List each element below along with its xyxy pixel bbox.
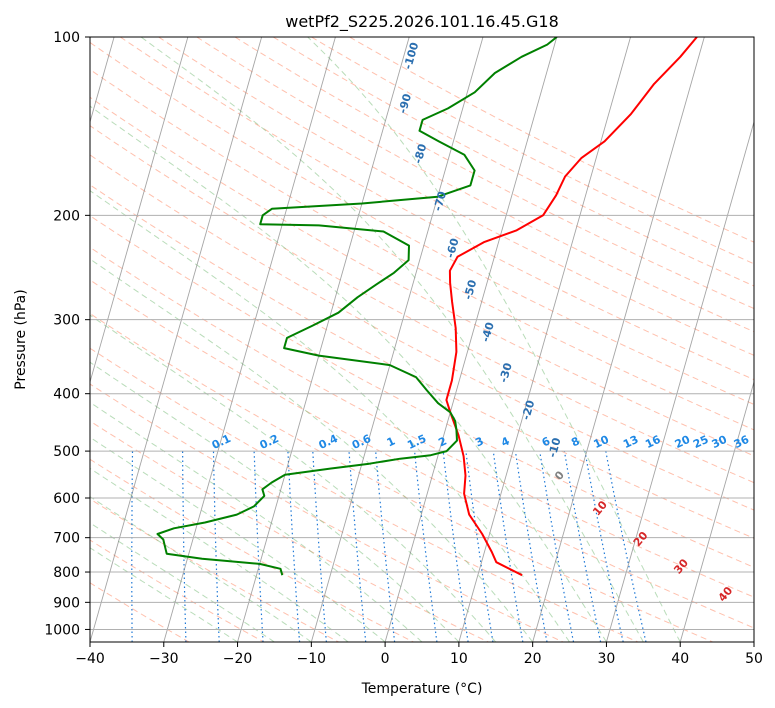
mixing-ratio-label: 10 bbox=[592, 433, 612, 451]
y-tick-label: 500 bbox=[53, 444, 80, 460]
isotherm-label: -30 bbox=[497, 361, 515, 384]
dry-adiabat bbox=[90, 68, 754, 431]
x-tick-label: 50 bbox=[745, 651, 763, 667]
profile-series bbox=[156, 37, 698, 577]
isotherm-label: -10 bbox=[546, 436, 564, 459]
moist-adiabat bbox=[90, 361, 460, 642]
x-axis-label: Temperature (°C) bbox=[361, 681, 483, 697]
isotherm bbox=[237, 37, 410, 642]
mixing-ratio-line bbox=[182, 451, 187, 642]
mixing-ratio-label: 30 bbox=[710, 433, 730, 451]
mixing-ratio-line bbox=[348, 451, 367, 642]
isotherm bbox=[163, 37, 336, 642]
mixing-ratio-line bbox=[539, 451, 575, 642]
y-tick-label: 300 bbox=[53, 313, 80, 329]
y-tick-label: 900 bbox=[53, 595, 80, 611]
y-tick-label: 200 bbox=[53, 208, 80, 224]
moist-adiabats bbox=[90, 37, 681, 642]
dry-adiabat bbox=[90, 420, 489, 642]
isotherm-label: -90 bbox=[396, 92, 414, 115]
moist-adiabat bbox=[90, 105, 607, 642]
dry-adiabat bbox=[158, 37, 754, 356]
moist-adiabat bbox=[307, 37, 681, 642]
y-tick-label: 700 bbox=[53, 531, 80, 547]
moist-adiabat bbox=[90, 190, 570, 642]
y-tick-label: 400 bbox=[53, 387, 80, 403]
mixing-ratio-line bbox=[414, 451, 438, 642]
dry-adiabats bbox=[90, 37, 754, 642]
temperature-line bbox=[445, 37, 698, 577]
mixing-ratio-label: 25 bbox=[691, 433, 710, 451]
dry-adiabat bbox=[90, 383, 564, 642]
mixing-ratio-line bbox=[212, 451, 220, 642]
x-tick-label: 40 bbox=[671, 651, 689, 667]
mixing-ratio-label: 13 bbox=[621, 433, 640, 451]
dry-adiabat bbox=[120, 37, 754, 381]
mixing-ratio-label: 16 bbox=[643, 433, 663, 451]
dry-adiabat bbox=[272, 37, 754, 287]
isotherm bbox=[90, 37, 263, 642]
x-tick-label: 0 bbox=[381, 651, 390, 667]
y-axis-label: Pressure (hPa) bbox=[13, 289, 29, 389]
dry-adiabat bbox=[90, 96, 754, 457]
moist-adiabat bbox=[90, 314, 497, 642]
mixing-ratio-label: 20 bbox=[673, 433, 693, 451]
y-tick-label: 1000 bbox=[44, 622, 80, 638]
y-tick-label: 800 bbox=[53, 565, 80, 581]
dry-adiabat bbox=[90, 279, 754, 629]
x-tick-label: −30 bbox=[149, 651, 179, 667]
moist-adiabat bbox=[90, 401, 423, 642]
x-tick-label: 10 bbox=[450, 651, 468, 667]
isotherm-label: -20 bbox=[519, 398, 537, 421]
plot-frame bbox=[89, 36, 755, 643]
x-tick-label: −10 bbox=[297, 651, 327, 667]
isotherm-label: -70 bbox=[431, 190, 449, 213]
dry-adiabat bbox=[349, 37, 754, 243]
isotherm-label: -80 bbox=[411, 142, 429, 165]
mixing-ratio-line bbox=[492, 451, 524, 642]
isotherm bbox=[606, 120, 754, 642]
dewpoint-line bbox=[156, 37, 558, 576]
chart-title: wetPf2_S225.2026.101.16.45.G18 bbox=[285, 12, 559, 32]
moist-adiabat bbox=[90, 467, 349, 642]
dry-adiabat bbox=[196, 37, 754, 333]
mixing-ratio-label: 36 bbox=[732, 433, 752, 451]
isotherm bbox=[384, 37, 558, 642]
dry-adiabat bbox=[90, 184, 754, 539]
isotherm bbox=[679, 380, 754, 642]
mixing-ratio-line bbox=[442, 451, 469, 642]
isotherms bbox=[90, 37, 754, 642]
x-axis-ticks: −40 −30 −20 −10 0 10 20 30 40 50 bbox=[75, 642, 763, 667]
mixing-ratio-line bbox=[253, 451, 264, 642]
mixing-ratio-line bbox=[131, 451, 134, 642]
isotherm bbox=[90, 37, 189, 384]
isotherm bbox=[532, 37, 705, 642]
dry-adiabat bbox=[90, 41, 754, 405]
y-axis-ticks: 100 200 300 400 500 600 700 800 900 1000 bbox=[44, 30, 90, 638]
isotherm bbox=[310, 37, 484, 642]
mixing-ratio-line bbox=[514, 451, 548, 642]
x-tick-label: −40 bbox=[75, 651, 105, 667]
dry-adiabat bbox=[90, 125, 754, 484]
dry-adiabat bbox=[90, 246, 754, 598]
x-tick-label: 20 bbox=[524, 651, 542, 667]
dry-adiabat bbox=[90, 215, 754, 568]
pressure-gridlines bbox=[90, 37, 754, 630]
x-tick-label: 30 bbox=[598, 651, 616, 667]
y-tick-label: 100 bbox=[53, 30, 80, 46]
y-tick-label: 600 bbox=[53, 491, 80, 507]
mixing-ratio-line bbox=[312, 451, 327, 642]
isotherm-label: -60 bbox=[444, 236, 462, 259]
mixing-ratio-line bbox=[465, 451, 494, 642]
mixing-ratio-line bbox=[287, 451, 301, 642]
isotherm bbox=[458, 37, 631, 642]
dry-adiabat bbox=[90, 539, 265, 642]
isotherm-label: -40 bbox=[479, 320, 497, 343]
dry-adiabat bbox=[90, 312, 713, 642]
x-tick-label: −20 bbox=[223, 651, 253, 667]
isotherm-label: -50 bbox=[461, 278, 479, 301]
moist-adiabat bbox=[90, 258, 534, 642]
